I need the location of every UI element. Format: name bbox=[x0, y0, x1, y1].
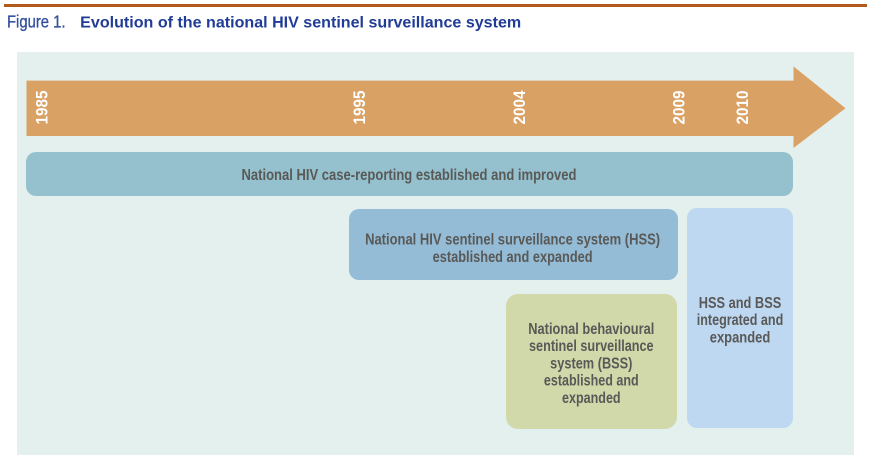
svg-text:2004: 2004 bbox=[510, 90, 529, 124]
svg-text:National HIV sentinel surveill: National HIV sentinel surveillance syste… bbox=[365, 231, 660, 248]
svg-text:established and: established and bbox=[544, 373, 639, 390]
svg-text:Evolution of the national HIV: Evolution of the national HIV sentinel s… bbox=[80, 15, 521, 32]
svg-text:National behavioural: National behavioural bbox=[528, 321, 654, 338]
svg-text:integrated and: integrated and bbox=[697, 312, 784, 329]
svg-text:sentinel surveillance: sentinel surveillance bbox=[529, 338, 654, 355]
svg-text:system (BSS): system (BSS) bbox=[550, 355, 632, 372]
svg-text:2010: 2010 bbox=[733, 91, 752, 125]
svg-text:HSS and BSS: HSS and BSS bbox=[699, 295, 782, 312]
svg-text:expanded: expanded bbox=[710, 330, 771, 347]
svg-text:established and expanded: established and expanded bbox=[433, 249, 593, 266]
svg-text:1995: 1995 bbox=[350, 91, 369, 125]
svg-text:2009: 2009 bbox=[669, 91, 688, 125]
svg-text:1985: 1985 bbox=[32, 91, 51, 125]
svg-text:National HIV case-reporting es: National HIV case-reporting established … bbox=[242, 167, 577, 184]
svg-text:expanded: expanded bbox=[562, 390, 621, 407]
svg-text:Figure 1.: Figure 1. bbox=[7, 12, 66, 32]
